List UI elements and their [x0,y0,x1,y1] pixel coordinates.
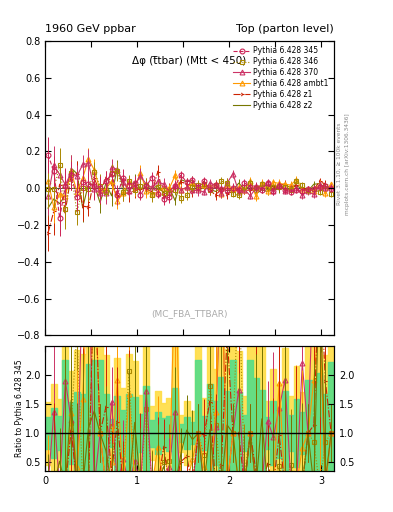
Text: Δφ (t̅tbar) (Mtt < 450): Δφ (t̅tbar) (Mtt < 450) [132,56,247,66]
Text: 1960 GeV ppbar: 1960 GeV ppbar [45,24,136,34]
Legend: Pythia 6.428 345, Pythia 6.428 346, Pythia 6.428 370, Pythia 6.428 ambt1, Pythia: Pythia 6.428 345, Pythia 6.428 346, Pyth… [232,45,330,112]
Text: (MC_FBA_TTBAR): (MC_FBA_TTBAR) [151,309,228,317]
Text: mcplots.cern.ch [arXiv:1306.3436]: mcplots.cern.ch [arXiv:1306.3436] [345,113,349,215]
Y-axis label: Ratio to Pythia 6.428 345: Ratio to Pythia 6.428 345 [15,359,24,457]
Text: Top (parton level): Top (parton level) [236,24,334,34]
Text: Rivet 3.1.10, ≥ 100k events: Rivet 3.1.10, ≥ 100k events [336,122,341,205]
